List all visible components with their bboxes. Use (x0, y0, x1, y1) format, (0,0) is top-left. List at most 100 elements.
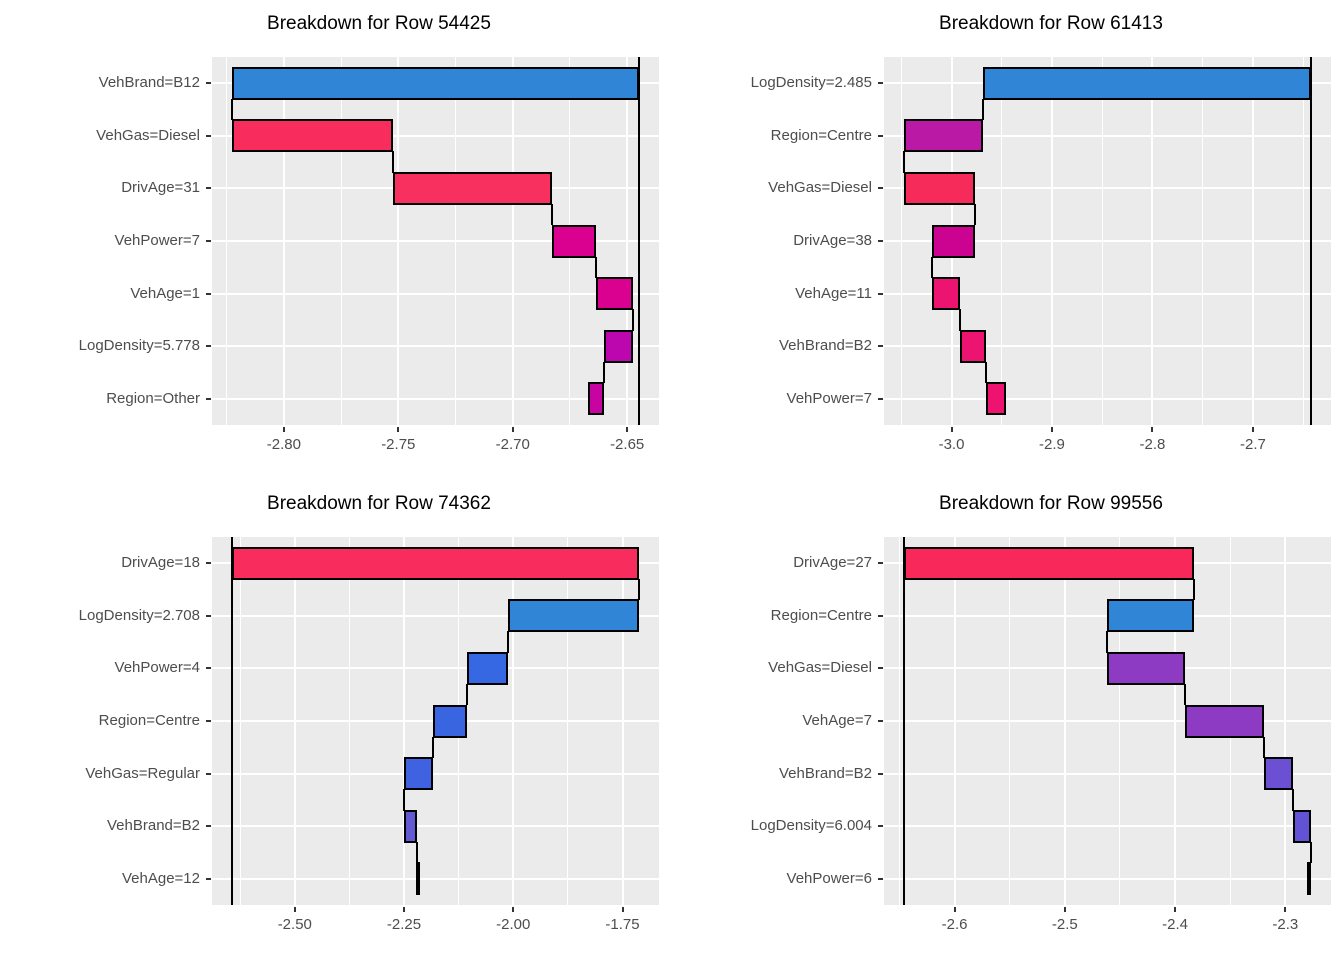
x-tick-label: -2.50 (277, 916, 312, 933)
y-tick-mark (878, 667, 883, 670)
y-tick-mark (878, 720, 883, 722)
x-tick-mark (1151, 427, 1154, 432)
connector-line (1292, 789, 1295, 811)
x-tick-mark (293, 907, 296, 912)
x-tick-label: -2.9 (1039, 436, 1065, 453)
y-tick-mark (206, 345, 211, 348)
y-tick-mark (878, 877, 883, 880)
row-label: LogDensity=5.778 (78, 337, 200, 355)
waterfall-bar (986, 382, 1007, 416)
plot-area (884, 57, 1331, 425)
x-tick-label: -2.3 (1272, 916, 1299, 933)
waterfall-bar (415, 862, 420, 896)
row-label: VehAge=11 (795, 284, 872, 302)
connector-line (1263, 736, 1266, 759)
y-tick-mark (206, 720, 211, 722)
x-tick-label: -2.75 (381, 436, 416, 453)
x-tick-label: -2.25 (386, 916, 422, 933)
gridline-row (884, 877, 1331, 880)
waterfall-bar (588, 382, 605, 416)
y-tick-mark (878, 562, 883, 565)
intercept-line (231, 537, 234, 905)
row-label: VehPower=7 (786, 389, 872, 407)
waterfall-bar (508, 599, 639, 633)
gridline-row (884, 134, 1331, 137)
x-tick-mark (1050, 427, 1053, 432)
waterfall-bar (232, 546, 639, 580)
plot-area (212, 57, 659, 425)
y-tick-mark (206, 772, 211, 775)
gridline-row (212, 825, 659, 828)
x-tick-mark (397, 427, 400, 432)
connector-line (603, 361, 606, 384)
connector-line (507, 631, 510, 653)
connector-line (973, 203, 976, 226)
plot-area (212, 537, 659, 905)
x-tick-label: -2.00 (496, 916, 531, 933)
gridline-row (212, 772, 659, 775)
waterfall-bar (551, 224, 597, 258)
x-tick-mark (950, 427, 953, 432)
gridline-row (884, 397, 1331, 400)
row-label: VehAge=7 (802, 712, 872, 729)
y-tick-mark (878, 397, 883, 400)
y-tick-mark (206, 292, 211, 295)
gridline-row (884, 772, 1331, 775)
x-tick-mark (1063, 907, 1066, 912)
row-label: Region=Centre (770, 126, 872, 144)
x-tick-mark (626, 427, 629, 432)
gridline-row (212, 877, 659, 880)
row-label: DrivAge=27 (793, 554, 872, 572)
waterfall-bar (232, 66, 639, 100)
x-tick-label: -2.5 (1051, 916, 1078, 933)
gridline-row (212, 292, 659, 295)
x-tick-mark (511, 427, 514, 432)
row-label: VehPower=6 (786, 869, 872, 887)
waterfall-bar (604, 329, 633, 363)
y-tick-mark (878, 614, 883, 617)
gridline-row (884, 345, 1331, 348)
connector-line (959, 309, 962, 331)
panel-row-99556: Breakdown for Row 99556 DrivAge=27 Region… (672, 480, 1344, 960)
gridline-row (884, 240, 1331, 242)
y-tick-mark (206, 82, 211, 85)
y-tick-mark (878, 187, 883, 190)
waterfall-bar (904, 119, 983, 153)
y-tick-mark (206, 562, 211, 565)
gridline-row (884, 720, 1331, 722)
plot-area (884, 537, 1331, 905)
y-tick-mark (206, 877, 211, 880)
connector-line (985, 361, 988, 384)
row-label: VehGas=Diesel (768, 179, 872, 197)
panel-row-61413: Breakdown for Row 61413 LogDensity=2.485… (672, 0, 1344, 480)
x-tick-label: -1.75 (605, 916, 640, 933)
gridline-row (884, 292, 1331, 295)
row-label: VehPower=7 (114, 232, 200, 249)
panel-title: Breakdown for Row 61413 (939, 13, 1163, 34)
x-tick-label: -2.7 (1239, 436, 1266, 453)
x-tick-mark (403, 907, 406, 912)
y-tick-mark (206, 240, 211, 242)
row-label: VehBrand=B2 (779, 337, 872, 355)
waterfall-bar (1106, 651, 1185, 685)
row-label: VehPower=4 (114, 659, 200, 677)
x-tick-mark (512, 907, 515, 912)
row-label: Region=Centre (770, 606, 872, 624)
row-label: LogDensity=2.485 (750, 74, 872, 92)
connector-line (231, 98, 234, 121)
connector-line (431, 736, 434, 759)
connector-line (631, 309, 634, 331)
gridline-row (884, 825, 1331, 828)
waterfall-bar (931, 224, 975, 258)
connector-line (981, 98, 984, 121)
row-label: VehBrand=B2 (779, 764, 872, 782)
y-tick-mark (206, 667, 211, 670)
y-tick-mark (206, 134, 211, 137)
gridline-row (212, 397, 659, 400)
waterfall-bar (466, 651, 509, 685)
row-label: LogDensity=2.708 (78, 606, 200, 624)
y-tick-mark (878, 825, 883, 828)
connector-line (415, 841, 418, 864)
connector-line (403, 789, 406, 811)
